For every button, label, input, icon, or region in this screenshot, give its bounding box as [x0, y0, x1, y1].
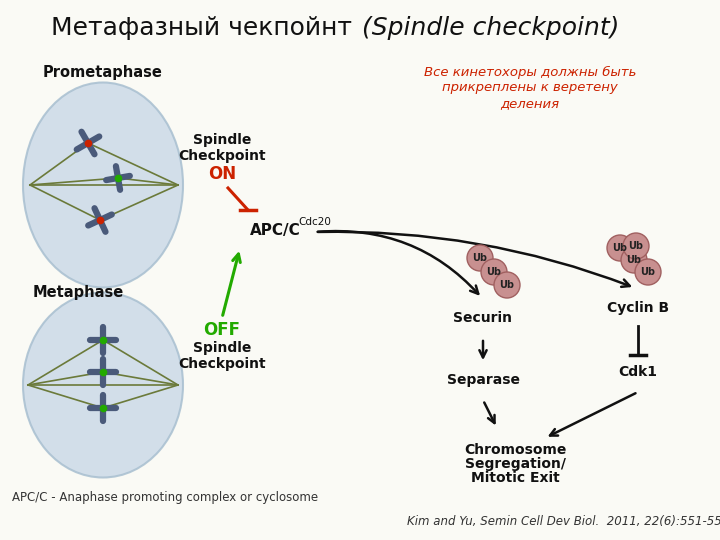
Text: Ub: Ub: [487, 267, 502, 277]
Text: Ub: Ub: [472, 253, 487, 263]
Text: Securin: Securin: [454, 311, 513, 325]
Text: Spindle: Spindle: [193, 133, 251, 147]
Text: APC/C - Anaphase promoting complex or cyclosome: APC/C - Anaphase promoting complex or cy…: [12, 491, 318, 504]
Text: Ub: Ub: [641, 267, 655, 277]
Circle shape: [623, 233, 649, 259]
Text: Ub: Ub: [613, 243, 628, 253]
Text: Cdc20: Cdc20: [298, 217, 331, 227]
Text: Separase: Separase: [446, 373, 520, 387]
Text: Cyclin B: Cyclin B: [607, 301, 669, 315]
Text: деления: деления: [500, 98, 559, 111]
Text: Segregation/: Segregation/: [464, 457, 565, 471]
Text: прикреплены к веретену: прикреплены к веретену: [442, 82, 618, 94]
Text: ON: ON: [208, 165, 236, 183]
Text: Ub: Ub: [629, 241, 644, 251]
Text: Ub: Ub: [626, 255, 642, 265]
Ellipse shape: [23, 83, 183, 287]
Text: OFF: OFF: [204, 321, 240, 339]
Text: Ub: Ub: [500, 280, 515, 290]
Text: Метафазный чекпойнт: Метафазный чекпойнт: [51, 16, 360, 40]
Circle shape: [607, 235, 633, 261]
Text: Chromosome: Chromosome: [464, 443, 566, 457]
Circle shape: [635, 259, 661, 285]
Text: Все кинетохоры должны быть: Все кинетохоры должны быть: [424, 65, 636, 78]
Text: Metaphase: Metaphase: [32, 286, 124, 300]
Circle shape: [467, 245, 493, 271]
Circle shape: [621, 247, 647, 273]
Ellipse shape: [23, 293, 183, 477]
Text: Prometaphase: Prometaphase: [43, 64, 163, 79]
Text: Spindle: Spindle: [193, 341, 251, 355]
Text: Kim and Yu, Semin Cell Dev Biol.  2011, 22(6):551-558.: Kim and Yu, Semin Cell Dev Biol. 2011, 2…: [407, 516, 720, 529]
Circle shape: [481, 259, 507, 285]
Text: (Spindle checkpoint): (Spindle checkpoint): [362, 16, 619, 40]
Circle shape: [494, 272, 520, 298]
Text: Checkpoint: Checkpoint: [178, 357, 266, 371]
Text: Checkpoint: Checkpoint: [178, 149, 266, 163]
Text: Cdk1: Cdk1: [618, 365, 657, 379]
Text: APC/C: APC/C: [250, 222, 301, 238]
Text: Mitotic Exit: Mitotic Exit: [471, 471, 559, 485]
